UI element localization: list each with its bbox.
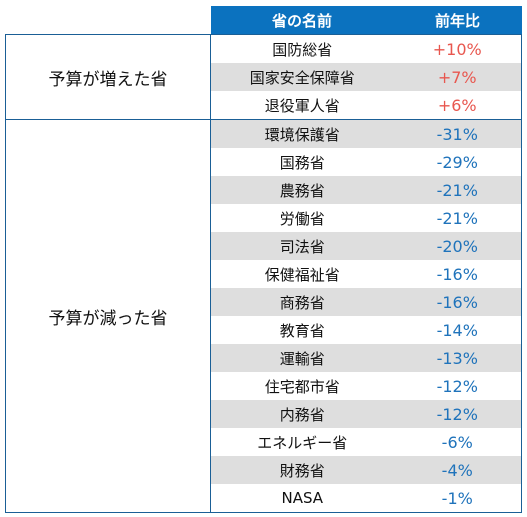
change-value: -21% [393,176,522,204]
table-row: 労働省 -21% [6,204,522,232]
ministry-name: 保健福祉省 [264,265,340,284]
ministry-name: 国家安全保障省 [210,63,394,91]
table-row: 住宅都市省 -12% [6,372,522,400]
table-row: 財務省 -4% [6,456,522,484]
ministry-name: 農務省 [210,176,394,204]
change-value: -21% [393,204,522,232]
table-row: 保健福祉省 -16% [6,260,522,288]
change-value: +10% [393,34,522,63]
ministry-name: 教育省 [279,321,325,340]
header-ministry-name: 省の名前 [210,6,394,35]
table-row: 運輸省 -13% [6,344,522,372]
table-header-row: 省の名前 前年比 [5,6,522,35]
table-row: 内務省 -12% [6,400,522,428]
change-value: -1% [393,484,522,513]
group-label-increased: 予算が増えた省 [5,34,211,120]
ministry-name: 商務省 [210,288,394,316]
table-row: 退役軍人省 +6% [6,91,522,120]
ministry-name: 住宅都市省 [264,377,340,396]
change-value: -4% [393,456,522,484]
table-row: 国務省 -29% [6,148,522,176]
ministry-name: 労働省 [279,209,325,228]
change-value: -12% [393,400,522,428]
ministry-name: 司法省 [210,232,394,260]
table-row: 国家安全保障省 +7% [6,63,522,91]
change-value: -31% [393,119,522,148]
change-value: -6% [393,428,522,456]
group-label-decreased: 予算が減った省 [5,119,211,513]
budget-change-table-container: 省の名前 前年比 予算が増えた省 国防総省 +10% 国家安全保障省 +7% 退… [5,6,522,513]
table-row: 予算が増えた省 国防総省 +10% [5,34,522,120]
table-row: エネルギー省 -6% [6,428,522,456]
ministry-name: 内務省 [210,400,394,428]
ministry-name: 財務省 [210,456,394,484]
table-row: NASA -1% [6,484,522,513]
ministry-name: NASA [210,484,394,513]
ministry-name: エネルギー省 [257,433,348,452]
table-row: 予算が減った省 環境保護省 -31% [5,119,522,513]
change-value: -16% [393,288,522,316]
change-value: +7% [393,63,522,91]
change-value: -20% [393,232,522,260]
ministry-name: 退役軍人省 [264,96,340,115]
header-group-column [5,6,211,35]
ministry-name: 運輸省 [210,344,394,372]
table-row: 商務省 -16% [6,288,522,316]
ministry-name: 環境保護省 [210,119,394,148]
change-value: -14% [393,316,522,344]
table-row: 司法省 -20% [6,232,522,260]
change-value: +6% [393,91,522,120]
table-row: 農務省 -21% [6,176,522,204]
change-value: -12% [393,372,522,400]
change-value: -13% [393,344,522,372]
change-value: -16% [393,260,522,288]
header-year-over-year: 前年比 [393,6,522,35]
ministry-name: 国防総省 [210,34,394,63]
change-value: -29% [393,148,522,176]
budget-change-table: 省の名前 前年比 予算が増えた省 国防総省 +10% 国家安全保障省 +7% 退… [5,6,522,513]
ministry-name: 国務省 [279,153,325,172]
table-row: 教育省 -14% [6,316,522,344]
